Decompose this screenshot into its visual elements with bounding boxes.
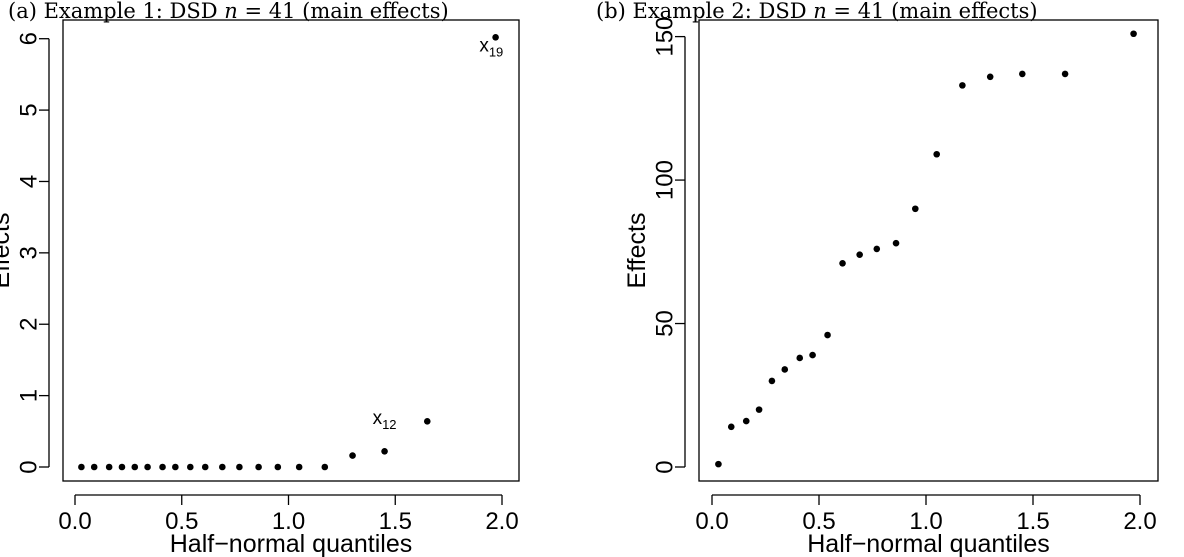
data-point [219, 463, 226, 471]
data-point [118, 463, 126, 471]
data-point [90, 463, 98, 471]
plot-frame [698, 19, 1159, 482]
chart-title: (a) Example 1: DSD n = 41 (main effects) [8, 0, 449, 23]
data-point [742, 417, 750, 425]
x-tick-label: 0.0 [58, 508, 91, 535]
y-tick-label: 0 [16, 460, 43, 473]
y-tick-label: 5 [16, 103, 43, 116]
y-tick-label: 1 [16, 389, 43, 402]
data-point [295, 463, 303, 471]
x-tick-label: 0.5 [165, 508, 198, 535]
data-point [321, 463, 329, 471]
data-point [755, 406, 763, 413]
x-tick-label: 2.0 [1123, 508, 1156, 535]
y-tick-label: 3 [16, 246, 43, 259]
scatter-chart-a: (a) Example 1: DSD n = 41 (main effects)… [0, 0, 520, 557]
y-tick-label: 100 [652, 160, 679, 200]
data-point [715, 460, 722, 468]
data-point [1019, 70, 1026, 78]
chart-title: (b) Example 2: DSD n = 41 (main effects) [596, 0, 1038, 23]
data-point [839, 259, 846, 267]
x-tick-label: 0.5 [802, 508, 835, 535]
data-point [892, 239, 900, 247]
data-point [144, 463, 151, 471]
y-axis-label: Effects [623, 213, 651, 289]
x-axis-label: Half−normal quantiles [170, 530, 413, 557]
y-tick-label: 2 [16, 318, 43, 331]
data-point [873, 245, 881, 253]
y-tick-label: 50 [652, 310, 679, 337]
y-tick-label: 150 [652, 17, 679, 57]
data-point [856, 251, 863, 258]
data-point [159, 463, 166, 471]
data-point [727, 423, 735, 431]
point-annotation: x12 [373, 408, 397, 432]
chart-panel-b: (b) Example 2: DSD n = 41 (main effects)… [592, 0, 1184, 557]
data-point [131, 463, 139, 471]
data-point [768, 377, 776, 385]
y-tick-label: 6 [16, 32, 43, 45]
data-point [423, 418, 431, 425]
data-point [381, 447, 388, 455]
data-point [172, 463, 179, 471]
point-annotation: x19 [479, 36, 503, 60]
data-point [986, 73, 994, 81]
data-point [809, 351, 816, 359]
data-point [959, 82, 966, 89]
scatter-chart-b: (b) Example 2: DSD n = 41 (main effects)… [596, 0, 1159, 557]
x-tick-label: 2.0 [485, 508, 518, 535]
y-tick-label: 0 [652, 460, 679, 473]
y-tick-label: 4 [16, 175, 43, 188]
x-axis-label: Half−normal quantiles [807, 530, 1050, 557]
data-point [796, 354, 804, 362]
data-point [349, 452, 356, 459]
x-tick-label: 1.5 [379, 508, 412, 535]
data-point [186, 463, 194, 471]
data-point [201, 463, 209, 471]
data-point [492, 33, 499, 41]
data-point [1130, 30, 1137, 38]
data-point [912, 205, 919, 213]
data-point [78, 463, 85, 471]
x-tick-label: 1.0 [272, 508, 305, 535]
data-point [1061, 70, 1069, 78]
data-point [824, 331, 831, 339]
data-point [933, 150, 940, 158]
data-point [255, 463, 262, 471]
x-tick-label: 0.0 [695, 508, 728, 535]
data-point [274, 463, 282, 471]
plot-frame [62, 19, 520, 482]
chart-panel-a: (a) Example 1: DSD n = 41 (main effects)… [0, 0, 520, 557]
data-point [781, 366, 789, 373]
x-tick-label: 1.5 [1016, 508, 1049, 535]
data-point [236, 463, 243, 471]
data-point [105, 463, 113, 471]
x-tick-label: 1.0 [909, 508, 942, 535]
y-axis-label: Effects [0, 213, 15, 289]
